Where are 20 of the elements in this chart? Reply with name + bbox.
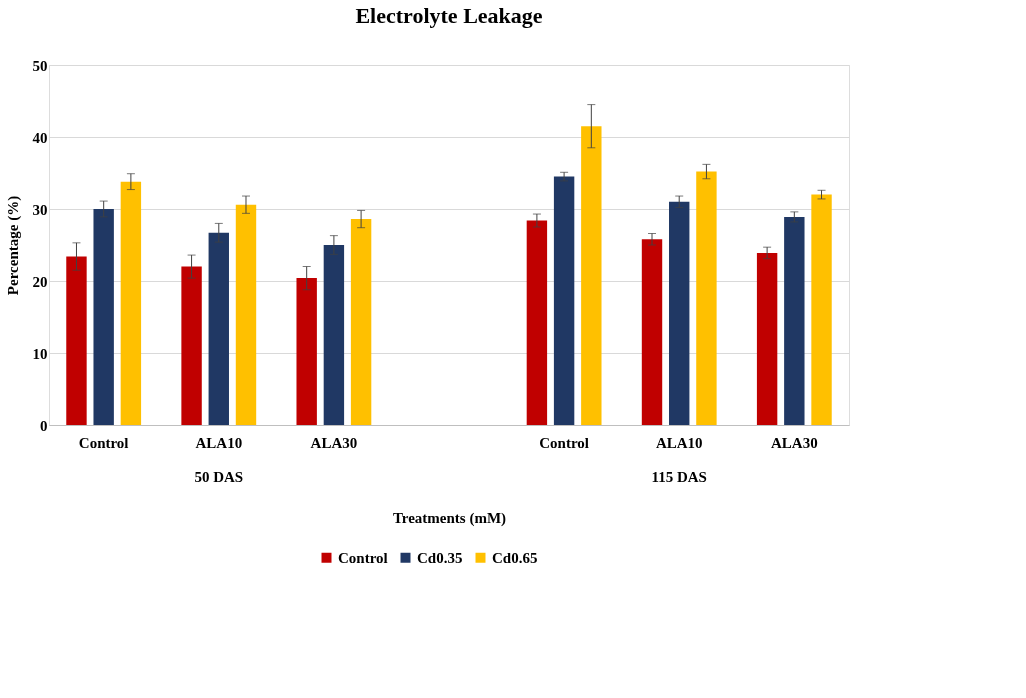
x-tick-label: Control bbox=[78, 434, 129, 451]
x-axis-title: Treatments (mM) bbox=[392, 509, 507, 527]
text: 115 DAS bbox=[651, 469, 707, 485]
legend-label: Cd0.35 bbox=[417, 549, 463, 566]
y-tick-label: 30 bbox=[32, 201, 48, 218]
x-tick-label: ALA10 bbox=[195, 434, 243, 451]
text: 50 DAS bbox=[194, 469, 244, 485]
chart-title: Electrolyte Leakage bbox=[355, 3, 543, 28]
x-tick-label: ALA30 bbox=[770, 434, 818, 451]
y-axis-title: Percentage (%) bbox=[4, 195, 22, 296]
y-tick-label: 20 bbox=[32, 273, 48, 290]
y-tick-label: 10 bbox=[32, 345, 48, 362]
x-tick-label: ALA10 bbox=[655, 434, 703, 451]
y-tick-label: 0 bbox=[40, 417, 48, 434]
y-tick-label: 40 bbox=[32, 129, 48, 146]
x-tick-label: ALA30 bbox=[310, 434, 358, 451]
legend-label: Control bbox=[338, 549, 388, 566]
x-tick-label: Control bbox=[539, 434, 589, 451]
y-tick-label: 50 bbox=[32, 57, 48, 74]
legend-label: Cd0.65 bbox=[492, 549, 538, 566]
